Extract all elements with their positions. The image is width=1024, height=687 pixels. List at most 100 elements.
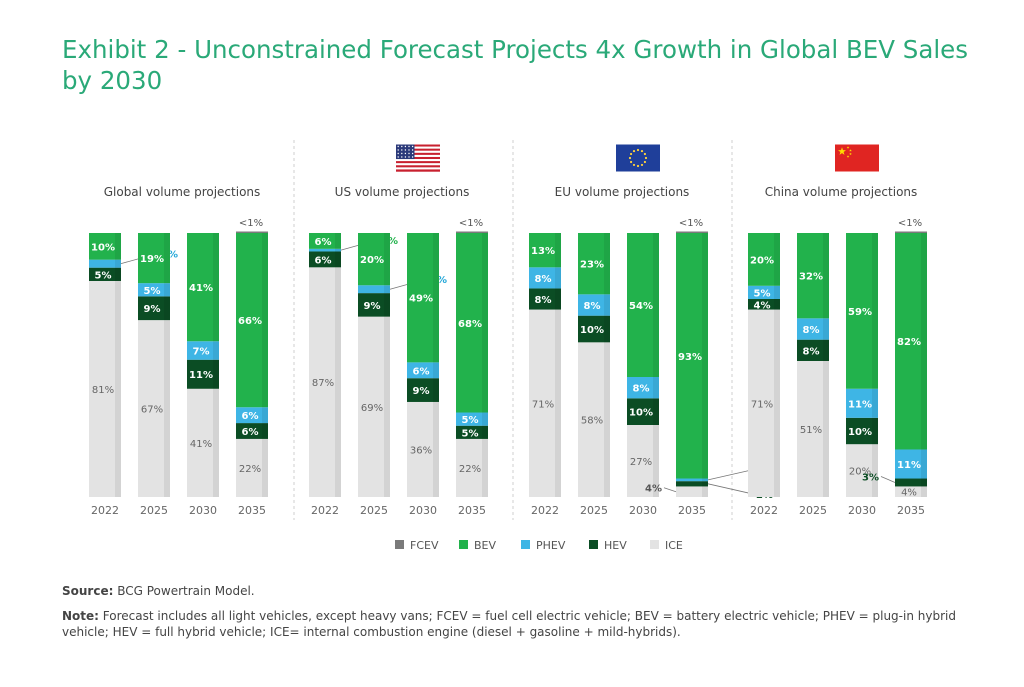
bar-phev-2030	[846, 388, 878, 418]
bar-ice-2030	[627, 425, 659, 497]
flag-star	[640, 149, 644, 153]
bar-shade	[482, 412, 488, 426]
flag-star	[397, 149, 399, 151]
bar-bev-2035	[676, 233, 708, 479]
bar-bev-2035	[895, 233, 927, 450]
bar-shade	[335, 251, 341, 268]
bar-phev-2035	[236, 407, 268, 424]
x-tick-label: 2035	[897, 504, 925, 517]
data-label-ice: 71%	[751, 399, 773, 410]
data-label-ice: 69%	[361, 403, 383, 414]
note-label: Note:	[62, 609, 99, 623]
x-tick-label: 2030	[629, 504, 657, 517]
data-label-phev: 7%	[193, 346, 210, 357]
data-label-hev: 6%	[242, 427, 259, 438]
bar-bev-2022	[309, 233, 341, 249]
flag-star	[411, 152, 414, 155]
data-label-bev: 10%	[91, 242, 115, 253]
data-label-bev: 49%	[409, 294, 433, 305]
x-tick-label: 2035	[238, 504, 266, 517]
source-line: Source: BCG Powertrain Model.	[62, 584, 255, 598]
bar-shade	[872, 233, 878, 389]
bar-phev-2022	[89, 259, 121, 268]
legend-swatch-bev	[459, 540, 468, 549]
x-tick-label: 2022	[750, 504, 778, 517]
data-label-hev: 5%	[462, 428, 479, 439]
legend: FCEV BEV PHEV HEV ICE	[395, 539, 683, 552]
bar-shade	[262, 423, 268, 439]
bar-phev-2035	[456, 412, 488, 426]
bar-ice-2035	[236, 438, 268, 497]
bar-fcev-2035	[236, 231, 268, 233]
callout-line	[707, 483, 753, 495]
bar-shade	[872, 444, 878, 497]
data-label-ice: 41%	[190, 439, 212, 450]
bar-shade	[702, 233, 708, 479]
bar-shade	[115, 233, 121, 260]
bar-phev-2022	[748, 285, 780, 299]
bar-shade	[482, 425, 488, 439]
data-label-fcev: <1%	[679, 218, 703, 229]
data-label-hev: 10%	[848, 427, 872, 438]
flag-star	[629, 152, 633, 156]
x-tick-label: 2025	[140, 504, 168, 517]
bar-shade	[164, 233, 170, 284]
legend-label-hev: HEV	[604, 539, 627, 552]
data-label-bev: 32%	[799, 272, 823, 283]
flag-star	[404, 149, 407, 151]
legend-swatch-ice	[650, 540, 659, 549]
callout-line	[880, 476, 896, 483]
bar-shade	[164, 320, 170, 497]
flag-star	[636, 164, 640, 168]
bar-fcev-2035	[676, 231, 708, 233]
bar-shade	[604, 342, 610, 497]
flag-stripe	[396, 165, 440, 168]
data-label-hev: 10%	[629, 408, 653, 419]
x-tick-label: 2022	[91, 504, 119, 517]
bar-shade	[823, 361, 829, 497]
data-label-bev: 66%	[238, 316, 262, 327]
flag-star	[404, 152, 407, 155]
bar-phev-2035	[895, 449, 927, 479]
bar-shade	[555, 309, 561, 497]
data-label-phev: 11%	[848, 399, 872, 410]
flag-star	[408, 149, 410, 151]
data-label-hev: 5%	[95, 270, 112, 281]
flag-star	[846, 155, 850, 158]
bar-shade	[823, 339, 829, 361]
bar-hev-2022	[309, 251, 341, 268]
bar-shade	[213, 341, 219, 360]
bar-shade	[433, 378, 439, 402]
bar-shade	[702, 478, 708, 482]
flag-star	[404, 145, 407, 148]
bar-shade	[335, 267, 341, 497]
flag-stripe	[396, 169, 440, 172]
bar-fcev-2035	[895, 231, 927, 233]
bar-shade	[921, 478, 927, 487]
x-tick-label: 2030	[409, 504, 437, 517]
flag-star	[849, 149, 852, 152]
bar-bev-2030	[407, 233, 439, 363]
panel-title: Global volume projections	[104, 185, 261, 199]
data-label-bev: 59%	[848, 307, 872, 318]
bar-phev-2025	[358, 285, 390, 294]
bar-shade	[702, 481, 708, 487]
flag-stripe	[396, 159, 440, 162]
bar-shade	[213, 233, 219, 342]
data-label-hev: 11%	[189, 370, 213, 381]
flag-stripe	[396, 154, 440, 158]
data-label-ice: 22%	[239, 464, 261, 475]
bar-ice-2022	[89, 281, 121, 497]
data-label-ice: 58%	[581, 416, 603, 427]
bar-shade	[213, 359, 219, 389]
bar-hev-2030	[187, 359, 219, 389]
bar-phev-2030	[407, 362, 439, 379]
data-label-phev: 8%	[535, 274, 552, 285]
bar-shade	[872, 417, 878, 445]
bar-shade	[653, 425, 659, 497]
data-label-phev: 8%	[584, 301, 601, 312]
data-label-hev: 6%	[315, 255, 332, 266]
bar-ice-2035	[456, 438, 488, 497]
data-label-phev: 5%	[754, 288, 771, 299]
source-text: BCG Powertrain Model.	[117, 584, 255, 598]
